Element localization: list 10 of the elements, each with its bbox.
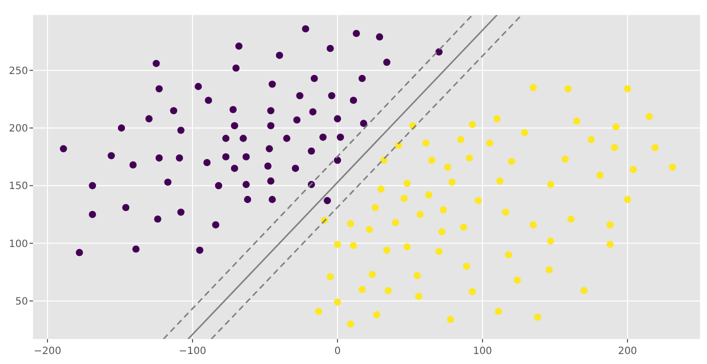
y-tick-label: 100: [8, 238, 28, 250]
x-tick-label: −200: [34, 346, 62, 357]
x-tick-label: 0: [334, 346, 341, 357]
x-tick-label: −100: [178, 346, 206, 357]
y-tick-label: 200: [8, 123, 28, 134]
y-tick-label: 50: [15, 296, 28, 308]
y-tick-label: 250: [8, 66, 28, 77]
x-tick-label: 200: [618, 346, 638, 357]
x-tick-label: 100: [472, 346, 492, 357]
y-tick-label: 150: [8, 181, 28, 192]
